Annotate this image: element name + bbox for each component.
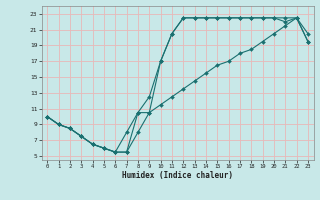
- X-axis label: Humidex (Indice chaleur): Humidex (Indice chaleur): [122, 171, 233, 180]
